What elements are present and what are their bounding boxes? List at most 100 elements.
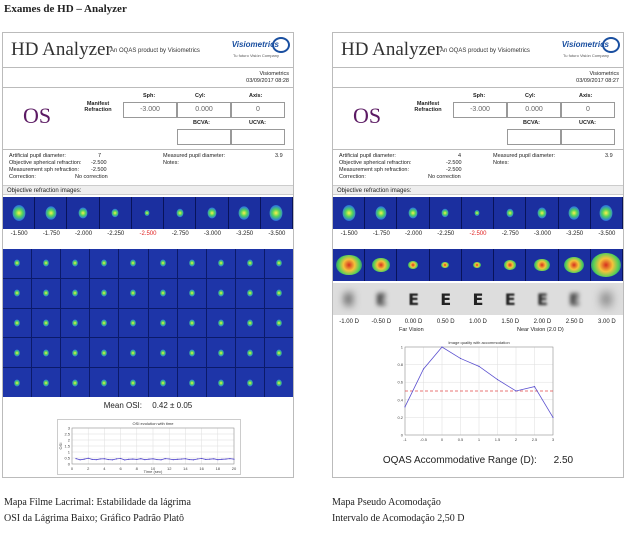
kv-key: Measurement sph refraction: <box>339 167 410 173</box>
x-tick-label: -1 <box>403 437 407 442</box>
refraction-value: -2.500 <box>139 231 157 237</box>
refraction-value: -2.000 <box>75 231 93 237</box>
data-point <box>233 458 235 460</box>
report-date: 03/09/2017 08:27 <box>576 78 619 84</box>
refraction-thumbnail <box>67 197 100 229</box>
logo-ring-icon <box>602 37 620 53</box>
kv-key: Measurement sph refraction: <box>9 167 80 173</box>
data-point <box>404 406 406 408</box>
e-letter-cell: E <box>365 283 398 315</box>
brand-subtitle: An OQAS product by Visiometrics <box>110 48 200 54</box>
osi-grid-cell <box>61 278 90 308</box>
mean-osi: Mean OSI: 0.42 ± 0.05 <box>103 401 193 410</box>
ucva-field[interactable] <box>561 129 615 145</box>
osi-grid-cell <box>32 278 61 308</box>
refraction-labels: -1.500 -1.750 -2.000 -2.250 -2.500 -2.750 -3.0… <box>333 231 623 237</box>
ucva-label: UCVA: <box>579 120 597 126</box>
data-point <box>95 459 97 461</box>
y-tick-label: 0.5 <box>64 456 70 461</box>
company-name: Visiometrics <box>259 71 289 77</box>
data-point <box>176 458 178 460</box>
osi-grid-cell <box>3 308 32 338</box>
data-point <box>478 365 480 367</box>
axis-label: Axis: <box>579 93 593 99</box>
section-title: Objective refraction images: <box>333 185 623 195</box>
y-tick-label: 1 <box>68 450 71 455</box>
e-letter-cell: E <box>429 283 462 315</box>
data-point <box>156 458 158 461</box>
manifest-label: Manifest Refraction <box>414 101 442 113</box>
cyl-field[interactable]: 0.000 <box>507 102 561 118</box>
refraction-value: -3.500 <box>598 231 616 237</box>
axis-field[interactable]: 0 <box>561 102 615 118</box>
kv-value: -2.500 <box>446 167 462 173</box>
osi-grid-cell <box>235 368 264 397</box>
osi-grid-cell <box>148 368 177 397</box>
data-point <box>441 346 443 348</box>
manifest-label: Manifest Refraction <box>84 101 112 113</box>
cyl-label: Cyl: <box>525 93 536 99</box>
accommodation-value: 0.00 D <box>404 319 423 325</box>
kv-key: Correction: <box>339 174 366 180</box>
x-tick-label: 0 <box>441 437 444 442</box>
y-tick-label: 1.5 <box>64 444 70 449</box>
data-point <box>422 368 425 370</box>
measured-pupil-label: Measured pupil diameter: <box>493 153 556 159</box>
osi-grid-cell <box>177 368 206 397</box>
refraction-thumbnail <box>260 197 293 229</box>
refraction-thumbnail <box>164 197 197 229</box>
refraction-images <box>333 197 623 229</box>
e-letter-cell: E <box>333 283 366 315</box>
data-point <box>184 458 186 460</box>
chart-title: Image quality with accommodation <box>448 340 509 345</box>
logo-ring-icon <box>272 37 290 53</box>
x-tick-label: 8 <box>136 466 139 471</box>
data-point <box>196 458 199 460</box>
refraction-thumbnail <box>333 197 366 229</box>
data-point <box>552 416 554 418</box>
kv-key: Objective spherical refraction: <box>9 160 82 166</box>
osi-grid-cell <box>61 249 90 278</box>
x-tick-label: 2.5 <box>532 437 538 442</box>
axis-field[interactable]: 0 <box>231 102 285 118</box>
refraction-thumbnail <box>590 197 623 229</box>
y-axis-label: OSI <box>58 443 63 450</box>
kv-key: Objective spherical refraction: <box>339 160 412 166</box>
data-point <box>140 458 142 460</box>
osi-grid-cell <box>90 338 119 368</box>
e-letter-cell: E <box>526 283 559 315</box>
kv-value: No correction <box>75 174 108 180</box>
left-report: HD Analyzer An OQAS product by Visiometr… <box>2 32 294 478</box>
data-point <box>111 459 114 461</box>
refraction-value: -1.500 <box>340 231 358 237</box>
ucva-field[interactable] <box>231 129 285 145</box>
cyl-field[interactable]: 0.000 <box>177 102 231 118</box>
refraction-thumbnail <box>461 197 495 229</box>
refraction-value: -1.750 <box>372 231 390 237</box>
refraction-value: -2.000 <box>405 231 423 237</box>
osi-grid-cell <box>264 308 293 338</box>
data-point <box>221 458 223 460</box>
osi-grid-cell <box>264 368 293 397</box>
refraction-value: -3.250 <box>566 231 584 237</box>
osi-grid-cell <box>3 249 32 278</box>
measured-pupil-label: Measured pupil diameter: <box>163 153 226 159</box>
osi-grid-cell <box>148 278 177 308</box>
sph-field[interactable]: -3.000 <box>453 102 507 118</box>
refraction-labels: -1.500 -1.750 -2.000 -2.250 -2.500 -2.750 -3.0… <box>3 231 293 237</box>
data-point <box>515 390 517 392</box>
kv-key: Correction: <box>9 174 36 180</box>
sph-label: Sph: <box>143 93 156 99</box>
report-date: 03/09/2017 08:28 <box>246 78 289 84</box>
data-point <box>79 459 81 461</box>
bcva-field[interactable] <box>177 129 231 145</box>
bcva-field[interactable] <box>507 129 561 145</box>
osi-grid-cell <box>235 278 264 308</box>
data-point <box>225 458 227 460</box>
accommodation-heatmap <box>558 249 591 281</box>
plot-frame <box>71 427 235 465</box>
figure-title: Exames de HD – Analyzer <box>4 3 127 15</box>
accommodation-heatmap <box>461 249 495 281</box>
sph-field[interactable]: -3.000 <box>123 102 177 118</box>
osi-grid-cell <box>148 338 177 368</box>
